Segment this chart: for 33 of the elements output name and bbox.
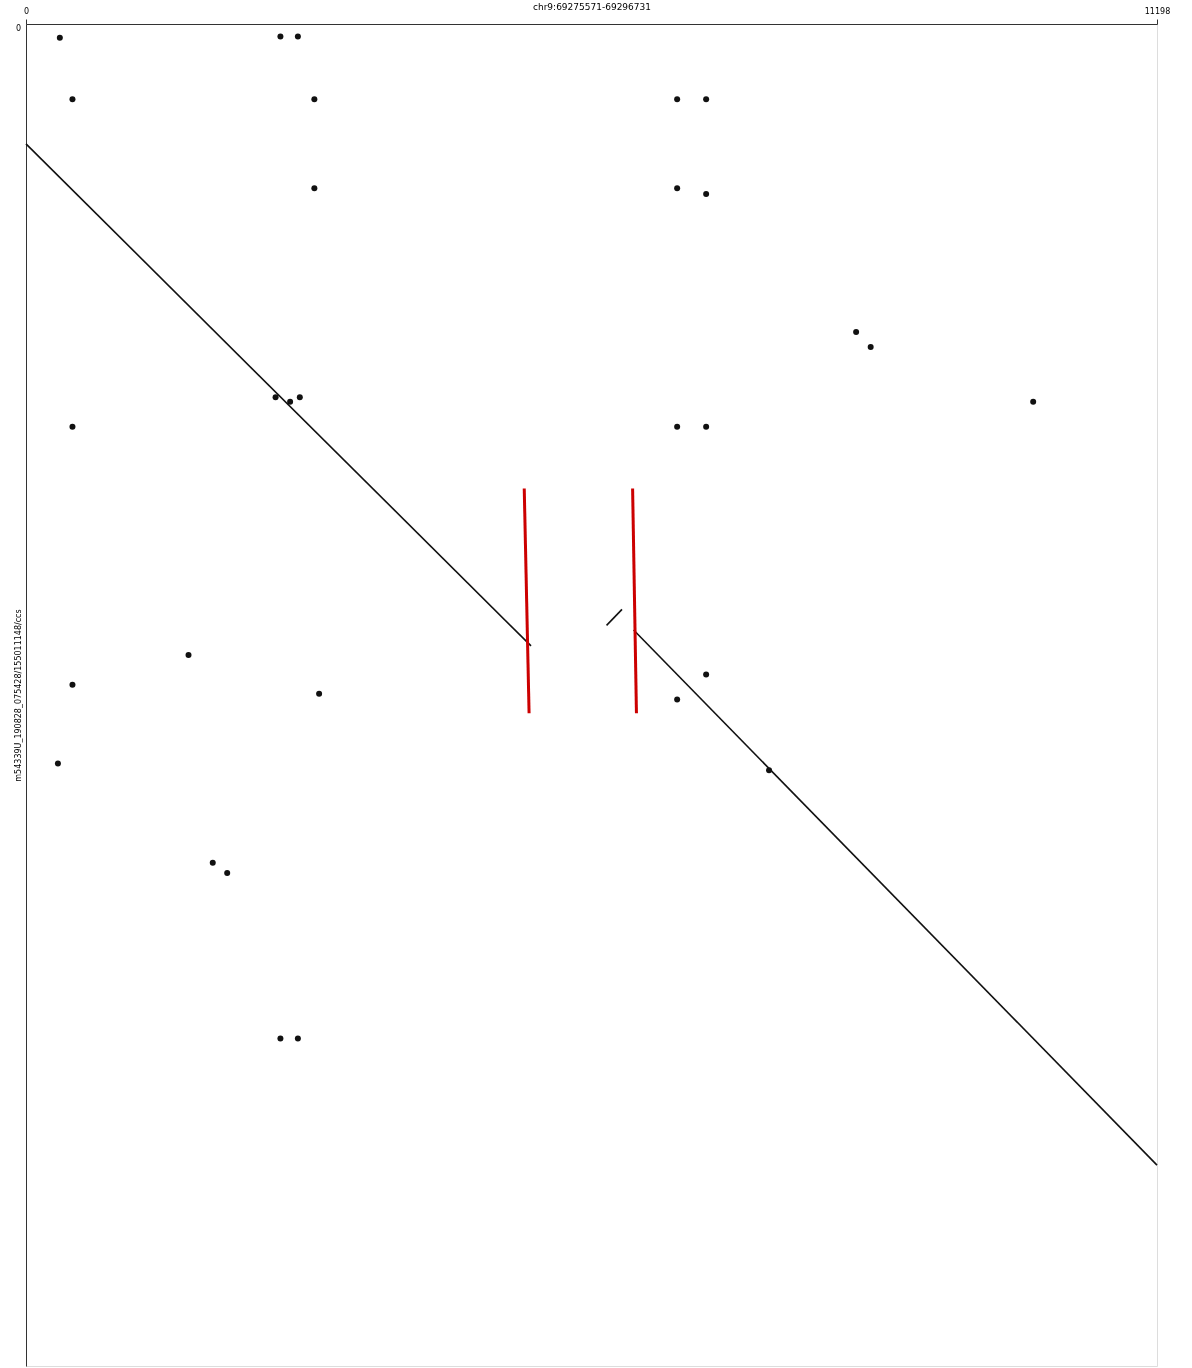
point bbox=[674, 696, 681, 703]
point bbox=[54, 760, 61, 767]
point bbox=[853, 329, 860, 336]
point bbox=[703, 423, 710, 430]
point bbox=[1030, 398, 1037, 405]
point bbox=[224, 870, 231, 877]
point bbox=[272, 394, 279, 401]
point bbox=[277, 33, 284, 40]
point bbox=[311, 96, 318, 103]
x-tick-label: 11198 bbox=[1144, 6, 1171, 16]
point bbox=[296, 394, 303, 401]
x-axis-title: chr9:69275571-69296731 bbox=[533, 1, 651, 12]
point bbox=[69, 681, 76, 688]
point bbox=[69, 423, 76, 430]
point bbox=[316, 690, 323, 697]
point bbox=[674, 423, 681, 430]
text: 0 bbox=[15, 24, 21, 33]
point bbox=[294, 33, 301, 40]
point bbox=[69, 96, 76, 103]
point bbox=[703, 96, 710, 103]
point bbox=[294, 1035, 301, 1042]
point bbox=[703, 191, 710, 198]
point bbox=[867, 343, 874, 350]
point bbox=[209, 859, 216, 866]
y-axis-title: m54339U_190828_075428/155011148/ccs bbox=[13, 609, 23, 782]
point bbox=[287, 398, 294, 405]
point bbox=[185, 652, 192, 659]
point bbox=[277, 1035, 284, 1042]
point bbox=[311, 185, 318, 192]
point bbox=[703, 671, 710, 678]
point bbox=[674, 185, 681, 192]
point bbox=[56, 34, 63, 41]
point bbox=[674, 96, 681, 103]
